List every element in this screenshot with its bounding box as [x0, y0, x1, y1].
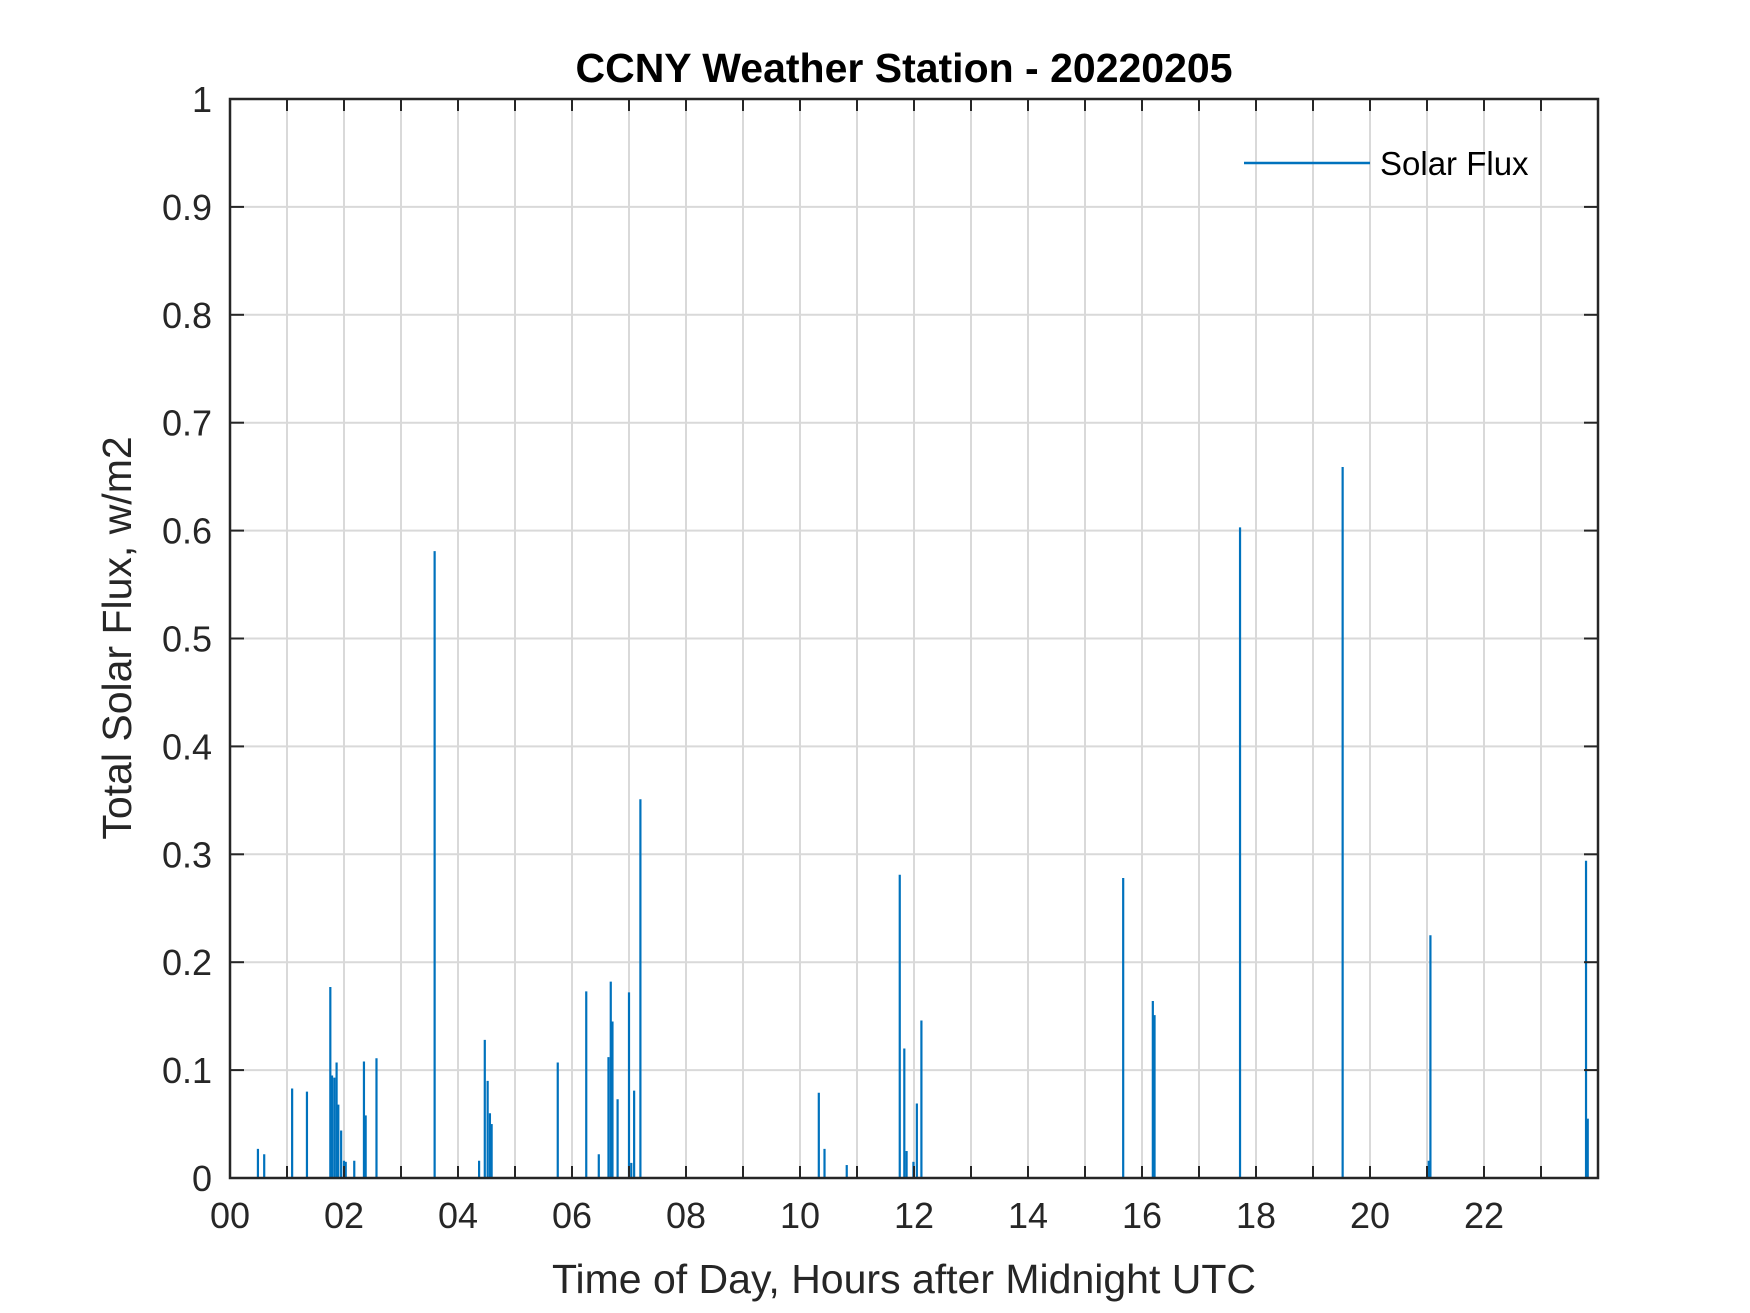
- grid: [230, 99, 1598, 1178]
- y-tick-label: 0.7: [162, 403, 212, 444]
- x-tick-label: 22: [1464, 1195, 1504, 1236]
- x-tick-label: 10: [780, 1195, 820, 1236]
- legend-label-solar-flux: Solar Flux: [1380, 145, 1529, 182]
- x-tick-label: 02: [324, 1195, 364, 1236]
- x-tick-label: 20: [1350, 1195, 1390, 1236]
- y-tick-label: 0.9: [162, 187, 212, 228]
- x-tick-label: 18: [1236, 1195, 1276, 1236]
- y-tick-label: 0.3: [162, 834, 212, 875]
- plot-frame: [228, 97, 1600, 1180]
- y-tick-label: 0.4: [162, 726, 212, 767]
- x-tick-label: 12: [894, 1195, 934, 1236]
- legend: Solar Flux: [1244, 145, 1529, 182]
- y-tick-label: 0.6: [162, 511, 212, 552]
- x-tick-label: 00: [210, 1195, 250, 1236]
- y-tick-labels: 0 0.1 0.2 0.3 0.4 0.5 0.6 0.7 0.8 0.9 1: [162, 79, 212, 1199]
- x-tick-label: 16: [1122, 1195, 1162, 1236]
- axis-ticks: [230, 99, 1598, 1178]
- y-tick-label: 0: [192, 1158, 212, 1199]
- x-tick-label: 14: [1008, 1195, 1048, 1236]
- y-tick-label: 0.8: [162, 295, 212, 336]
- x-tick-label: 08: [666, 1195, 706, 1236]
- x-tick-labels: 00 02 04 06 08 10 12 14 16 18 20 22: [210, 1195, 1504, 1236]
- y-tick-label: 0.5: [162, 619, 212, 660]
- data-series-solar-flux: [256, 466, 1589, 1178]
- y-tick-label: 0.1: [162, 1050, 212, 1091]
- y-tick-label: 1: [192, 79, 212, 120]
- x-tick-label: 06: [552, 1195, 592, 1236]
- chart-title: CCNY Weather Station - 20220205: [575, 45, 1232, 91]
- x-axis-label: Time of Day, Hours after Midnight UTC: [552, 1256, 1256, 1302]
- y-axis-label: Total Solar Flux, w/m2: [94, 436, 140, 839]
- y-tick-label: 0.2: [162, 942, 212, 983]
- x-tick-label: 04: [438, 1195, 478, 1236]
